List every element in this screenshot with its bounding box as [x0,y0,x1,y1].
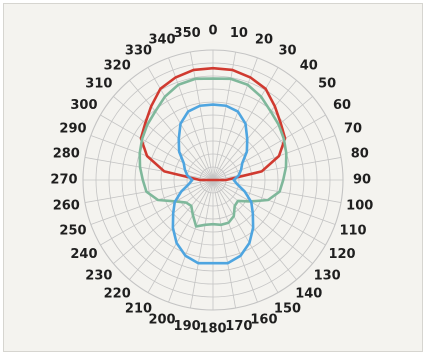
angle-tick-label: 30 [278,43,296,58]
angle-tick-label: 170 [225,319,252,334]
angle-tick-label: 200 [148,313,175,328]
angle-tick-label: 40 [300,58,318,73]
angle-tick-label: 90 [353,173,371,188]
angle-tick-label: 20 [255,32,273,47]
angle-tick-label: 70 [344,122,362,137]
grid-spoke [212,157,342,181]
grid-spoke [129,80,214,181]
grid-spoke [113,96,214,181]
angle-tick-label: 180 [199,322,226,337]
angle-tick-label: 340 [148,32,175,47]
angle-tick-label: 300 [70,98,97,113]
angle-tick-label: 330 [125,43,152,58]
grid-spoke [212,96,313,181]
grid-spoke [212,179,258,303]
angle-tick-label: 230 [85,268,112,283]
angle-tick-label: 120 [328,247,355,262]
angle-tick-label: 310 [85,77,112,92]
grid-spoke [190,51,214,181]
grid-spoke [100,114,214,181]
angle-tick-label: 220 [104,287,131,302]
grid-spoke [100,179,214,246]
angle-tick-label: 140 [295,287,322,302]
grid-spoke [84,179,214,203]
angle-tick-label: 110 [339,223,366,238]
polar-grid [82,49,344,311]
angle-tick-label: 280 [53,147,80,162]
angle-tick-label: 130 [314,268,341,283]
grid-spoke [147,179,214,293]
grid-spoke [212,179,336,225]
grid-spoke [212,80,297,181]
grid-spoke [84,157,214,181]
angle-tick-label: 100 [346,198,373,213]
angle-tick-label: 150 [274,302,301,317]
angle-tick-label: 250 [59,223,86,238]
grid-spoke [212,179,326,246]
grid-spoke [168,179,214,303]
grid-spoke [90,135,214,181]
angle-tick-label: 160 [250,313,277,328]
grid-spoke [212,114,326,181]
angle-tick-label: 270 [50,173,77,188]
angle-tick-label: 210 [125,302,152,317]
grid-spoke [212,179,236,309]
angle-tick-label: 0 [208,24,217,39]
grid-spoke [212,179,297,280]
angle-tick-label: 320 [104,58,131,73]
grid-spoke [212,179,313,264]
angle-tick-label: 190 [174,319,201,334]
angle-tick-label: 260 [53,198,80,213]
angle-tick-label: 60 [333,98,351,113]
series-line-2 [138,77,288,228]
angle-tick-label: 50 [318,77,336,92]
angle-tick-label: 290 [59,122,86,137]
angle-tick-label: 350 [174,26,201,41]
grid-spoke [212,179,279,293]
grid-spoke [190,179,214,309]
grid-spoke [90,179,214,225]
series-line-3 [171,103,255,265]
series-line-1 [139,66,287,182]
angle-tick-label: 240 [70,247,97,262]
angle-tick-label: 10 [230,26,248,41]
grid-spoke [212,51,236,181]
grid-spoke [129,179,214,280]
grid-spoke [113,179,214,264]
grid-spoke [212,135,336,181]
grid-spoke [212,179,342,203]
series-layer [138,66,288,265]
angle-tick-label: 80 [351,147,369,162]
